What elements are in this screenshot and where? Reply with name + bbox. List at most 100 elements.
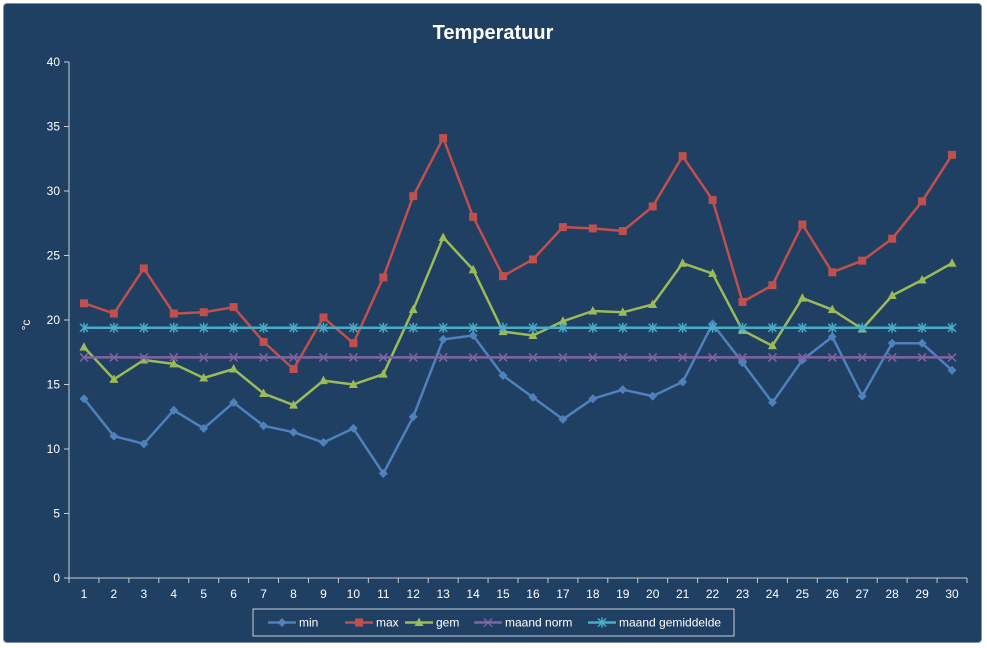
chart-frame [3, 3, 982, 643]
y-tick-label: 10 [47, 442, 61, 456]
data-point-maand-norm [558, 352, 568, 362]
legend-label-maand-norm: maand norm [505, 616, 572, 630]
data-point-maand-gemiddelde [857, 322, 867, 333]
data-point-max [558, 223, 567, 232]
data-point-max [828, 268, 837, 277]
data-point-max [199, 308, 208, 317]
data-point-max [109, 309, 118, 318]
data-point-min [498, 370, 508, 380]
series-maand-norm [79, 352, 957, 362]
y-tick-label: 5 [53, 507, 60, 521]
data-point-gem [289, 400, 298, 409]
legend-marker-gem [414, 617, 424, 626]
x-tick-label: 25 [796, 587, 810, 601]
data-point-max [259, 337, 268, 346]
data-point-gem [767, 340, 777, 350]
data-point-gem [468, 264, 478, 274]
data-point-maand-gemiddelde [708, 322, 718, 333]
series-gem [79, 232, 957, 409]
x-tick-label: 22 [706, 587, 720, 601]
legend-item-min: min [268, 616, 318, 630]
data-point-gem [199, 373, 209, 382]
data-point-maand-gemiddelde [79, 322, 89, 333]
data-point-gem [139, 354, 149, 364]
data-point-maand-gemiddelde [318, 322, 328, 333]
data-point-max [469, 212, 478, 221]
data-point-maand-norm [678, 352, 688, 362]
data-point-maand-norm [438, 352, 448, 362]
data-point-max [499, 272, 508, 281]
data-point-maand-gemiddelde [827, 322, 837, 333]
data-point-gem [827, 304, 837, 314]
data-point-maand-norm [378, 352, 388, 362]
data-point-min [109, 431, 119, 441]
chart-title: Temperatuur [433, 22, 554, 44]
data-point-max [349, 339, 358, 348]
data-point-min [259, 421, 269, 431]
x-tick-label: 17 [556, 587, 570, 601]
x-tick-label: 7 [260, 587, 267, 601]
data-point-min [827, 332, 837, 342]
data-point-min [408, 412, 418, 422]
data-point-gem [528, 330, 538, 339]
data-point-maand-gemiddelde [468, 322, 478, 333]
data-point-maand-gemiddelde [169, 322, 179, 333]
data-point-gem [947, 258, 957, 267]
x-tick-label: 28 [885, 587, 899, 601]
data-point-gem [678, 258, 688, 267]
series-line-max [83, 136, 954, 371]
legend-marker-max [355, 618, 363, 627]
data-point-maand-norm [648, 352, 658, 362]
data-point-gem [169, 358, 179, 368]
x-tick-label: 9 [320, 587, 327, 601]
data-point-maand-norm [468, 352, 478, 362]
data-point-gem [797, 293, 807, 302]
x-tick-label: 29 [915, 587, 929, 601]
x-tick-label: 26 [826, 587, 840, 601]
data-point-max [169, 309, 178, 318]
data-point-maand-norm [917, 352, 927, 362]
legend-label-gem: gem [436, 616, 459, 630]
data-point-maand-gemiddelde [348, 322, 358, 333]
data-point-max [439, 134, 448, 143]
data-point-gem [259, 388, 269, 398]
x-tick-label: 3 [140, 587, 147, 601]
data-point-max [319, 313, 328, 322]
data-point-maand-gemiddelde [917, 322, 927, 333]
data-point-maand-norm [708, 352, 718, 362]
data-point-max [798, 220, 807, 229]
legend-label-maand-gemiddelde: maand gemiddelde [619, 616, 721, 630]
x-tick-label: 24 [766, 587, 780, 601]
x-tick-label: 23 [736, 587, 750, 601]
data-point-max [948, 150, 957, 159]
data-point-maand-gemiddelde [588, 322, 598, 333]
data-point-maand-norm [797, 352, 807, 362]
data-point-min [618, 385, 628, 395]
data-point-maand-norm [827, 352, 837, 362]
data-point-min [887, 338, 897, 348]
data-point-maand-gemiddelde [678, 322, 688, 333]
data-point-maand-norm [348, 352, 358, 362]
data-point-min [139, 439, 149, 449]
x-tick-label: 6 [230, 587, 237, 601]
data-point-gem [348, 379, 358, 388]
data-point-min [947, 365, 957, 375]
data-point-maand-norm [947, 352, 957, 362]
data-point-max [858, 256, 867, 265]
x-tick-label: 21 [676, 587, 690, 601]
legend-marker-maand-gemiddelde [597, 617, 607, 628]
data-point-max [379, 273, 388, 282]
data-point-min [79, 394, 89, 404]
legend: min max gem maand norm maand gemiddelde [252, 608, 735, 637]
series-line-gem [83, 236, 953, 407]
x-tick-label: 27 [856, 587, 870, 601]
data-point-maand-norm [109, 352, 119, 362]
data-point-gem [648, 299, 658, 309]
series-max [79, 134, 957, 374]
data-point-maand-norm [498, 352, 508, 362]
y-tick-label: 20 [47, 313, 61, 327]
legend-label-min: min [299, 616, 318, 630]
x-tick-label: 5 [200, 587, 207, 601]
data-point-maand-gemiddelde [737, 322, 748, 333]
data-point-max [528, 255, 537, 264]
